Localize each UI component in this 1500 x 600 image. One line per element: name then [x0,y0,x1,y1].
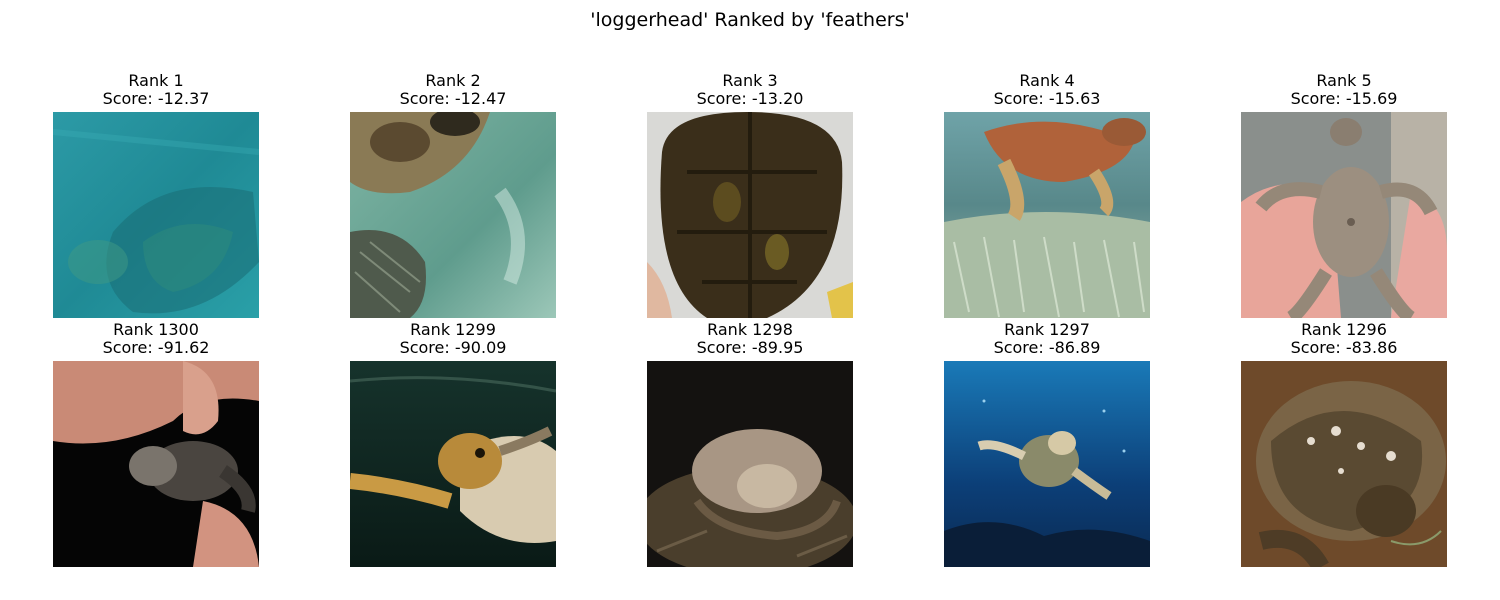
score-label: Score: -13.20 [696,89,804,108]
turtle-photo [944,112,1150,318]
rank-label: Rank 5 [1316,71,1372,90]
score-label: Score: -89.95 [696,338,804,357]
turtle-photo [1241,112,1447,318]
turtle-photo [647,112,853,318]
cell-caption: Rank 1300 Score: -91.62 [6,321,306,357]
cell-caption: Rank 1299 Score: -90.09 [303,321,603,357]
score-label: Score: -83.86 [1290,338,1398,357]
score-label: Score: -12.37 [102,89,210,108]
turtle-photo [944,361,1150,567]
cell-caption: Rank 2 Score: -12.47 [303,72,603,108]
rank-label: Rank 1300 [113,320,199,339]
turtle-photo [350,361,556,567]
turtle-photo [53,112,259,318]
rank-label: Rank 1298 [707,320,793,339]
turtle-photo [53,361,259,567]
figure-title: 'loggerhead' Ranked by 'feathers' [590,9,910,31]
score-label: Score: -90.09 [399,338,507,357]
cell-caption: Rank 1298 Score: -89.95 [600,321,900,357]
rank-label: Rank 1296 [1301,320,1387,339]
cell-caption: Rank 5 Score: -15.69 [1194,72,1494,108]
rank-label: Rank 4 [1019,71,1075,90]
turtle-photo [1241,361,1447,567]
rank-label: Rank 1297 [1004,320,1090,339]
turtle-photo [350,112,556,318]
rank-label: Rank 1 [128,71,184,90]
rank-label: Rank 1299 [410,320,496,339]
score-label: Score: -15.69 [1290,89,1398,108]
cell-caption: Rank 1 Score: -12.37 [6,72,306,108]
cell-caption: Rank 1297 Score: -86.89 [897,321,1197,357]
cell-caption: Rank 4 Score: -15.63 [897,72,1197,108]
turtle-photo [647,361,853,567]
rank-label: Rank 3 [722,71,778,90]
cell-caption: Rank 3 Score: -13.20 [600,72,900,108]
score-label: Score: -15.63 [993,89,1101,108]
score-label: Score: -12.47 [399,89,507,108]
score-label: Score: -91.62 [102,338,210,357]
rank-label: Rank 2 [425,71,481,90]
score-label: Score: -86.89 [993,338,1101,357]
cell-caption: Rank 1296 Score: -83.86 [1194,321,1494,357]
